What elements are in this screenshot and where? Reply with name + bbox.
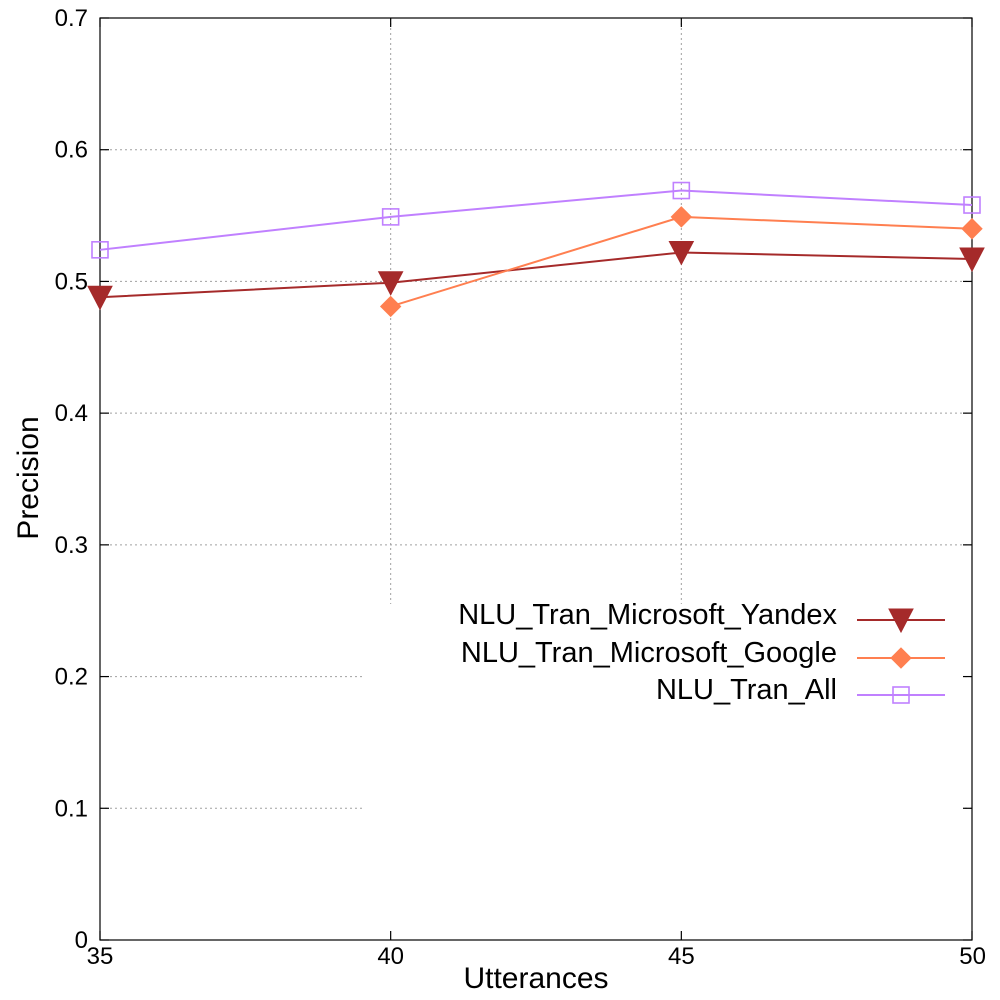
data-point bbox=[672, 181, 691, 200]
y-axis-title: Precision bbox=[12, 416, 45, 539]
data-point bbox=[91, 241, 109, 259]
legend-background bbox=[365, 604, 965, 940]
y-tick-label: 0 bbox=[75, 927, 88, 954]
data-point bbox=[668, 240, 695, 266]
data-point bbox=[959, 247, 985, 273]
legend-marker bbox=[890, 647, 912, 669]
legend-label: NLU_Tran_All bbox=[656, 674, 837, 706]
plot-frame bbox=[99, 17, 973, 941]
data-point bbox=[379, 295, 402, 318]
y-tick-label: 0.3 bbox=[55, 532, 88, 559]
legend-marker bbox=[892, 686, 910, 704]
data-point bbox=[670, 206, 693, 228]
x-tick-label: 35 bbox=[87, 943, 114, 970]
series-0 bbox=[87, 240, 985, 311]
data-point bbox=[963, 196, 981, 214]
grid bbox=[100, 18, 972, 940]
data-point bbox=[381, 208, 400, 226]
legend: NLU_Tran_Microsoft_Yandex NLU_Tran_Micros… bbox=[458, 599, 945, 706]
legend-label: NLU_Tran_Microsoft_Google bbox=[461, 637, 837, 669]
x-tick-label: 50 bbox=[959, 943, 986, 970]
tick-labels: 0 0.1 0.2 0.3 0.4 0.5 0.6 0.7 35 40 45 50 bbox=[55, 5, 986, 970]
legend-label: NLU_Tran_Microsoft_Yandex bbox=[458, 599, 837, 631]
x-axis-title: Utterances bbox=[463, 962, 608, 995]
series-1 bbox=[379, 206, 983, 318]
x-tick-label: 40 bbox=[377, 943, 404, 970]
series-line bbox=[99, 189, 973, 251]
plot-border bbox=[99, 17, 973, 941]
y-tick-label: 0.7 bbox=[55, 5, 88, 32]
series-lines bbox=[87, 181, 985, 318]
data-point bbox=[87, 285, 113, 311]
legend-marker bbox=[888, 608, 914, 634]
data-point bbox=[377, 271, 404, 296]
y-tick-label: 0.1 bbox=[55, 795, 88, 822]
y-tick-label: 0.4 bbox=[55, 400, 88, 427]
y-tick-label: 0.6 bbox=[55, 137, 88, 164]
data-point bbox=[961, 218, 983, 240]
series-2 bbox=[91, 181, 981, 259]
series-line bbox=[99, 251, 973, 299]
y-tick-label: 0.2 bbox=[55, 664, 88, 691]
y-tick-label: 0.5 bbox=[55, 268, 88, 295]
x-tick-label: 45 bbox=[668, 943, 695, 970]
